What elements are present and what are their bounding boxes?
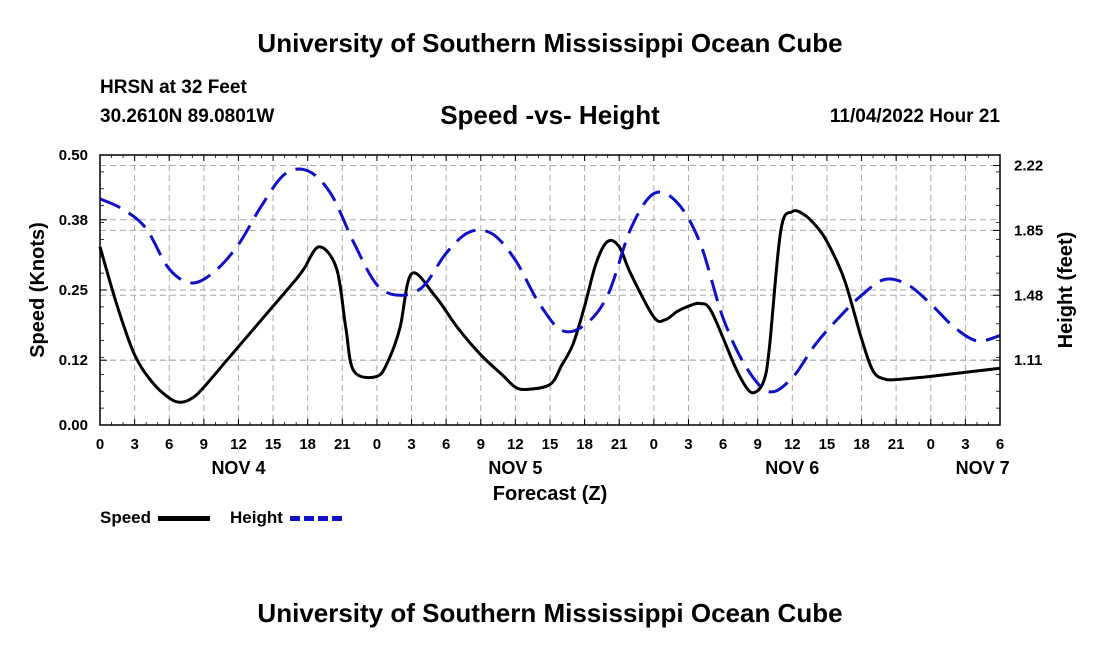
legend-height-label: Height (230, 508, 283, 527)
y-axis-title: Speed (Knots) (27, 222, 49, 358)
x-tick-label: 6 (442, 436, 450, 453)
x-tick-label: 9 (754, 436, 762, 453)
x-tick-label: 9 (200, 436, 208, 453)
legend-speed: Speed (100, 508, 210, 528)
series-line-speed (98, 209, 1001, 404)
legend-height: Height (230, 508, 342, 528)
y-tick-label: 0.50 (59, 147, 88, 164)
chart-title: Speed -vs- Height (440, 100, 660, 130)
x-tick-label: 6 (719, 436, 727, 453)
station-label: HRSN at 32 Feet (100, 77, 247, 98)
x-axis-title: Forecast (Z) (493, 483, 607, 505)
series-line-height (99, 167, 1001, 394)
y2-tick-label: 2.22 (1014, 158, 1043, 175)
x-tick-label: 0 (96, 436, 104, 453)
x-tick-label: 21 (334, 436, 351, 453)
coordinates-label: 30.2610N 89.0801W (100, 106, 275, 127)
y2-tick-label: 1.11 (1014, 352, 1042, 369)
x-tick-label: 12 (784, 436, 801, 453)
y2-tick-label: 1.85 (1014, 222, 1043, 239)
y-tick-label: 0.38 (59, 212, 88, 229)
axes (99, 154, 1001, 426)
x-tick-label: 18 (576, 436, 593, 453)
y-tick-label: 0.12 (59, 352, 88, 369)
x-tick-label: 3 (961, 436, 969, 453)
day-label: NOV 5 (488, 458, 542, 478)
day-label: NOV 6 (765, 458, 819, 478)
series-lines (98, 167, 1001, 404)
x-tick-label: 15 (542, 436, 559, 453)
y-tick-label: 0.00 (59, 417, 88, 434)
x-tick-label: 3 (407, 436, 415, 453)
x-tick-label: 18 (299, 436, 316, 453)
x-tick-label: 0 (373, 436, 381, 453)
legend-speed-swatch (157, 516, 210, 522)
axis-labels: Forecast (Z) Speed (Knots) Height (feet)… (27, 147, 1077, 505)
footer-title: University of Southern Mississippi Ocean… (257, 598, 843, 628)
x-tick-label: 6 (996, 436, 1004, 453)
x-tick-label: 15 (819, 436, 836, 453)
x-tick-label: 21 (888, 436, 905, 453)
y2-axis-title: Height (feet) (1055, 232, 1077, 349)
x-tick-label: 15 (265, 436, 282, 453)
y2-tick-label: 1.48 (1014, 287, 1043, 304)
day-label: NOV 7 (956, 458, 1010, 478)
x-tick-label: 12 (507, 436, 524, 453)
x-tick-label: 21 (611, 436, 628, 453)
x-tick-label: 0 (927, 436, 935, 453)
day-label: NOV 4 (211, 458, 265, 478)
x-tick-label: 12 (230, 436, 247, 453)
x-tick-label: 0 (650, 436, 658, 453)
page-title: University of Southern Mississippi Ocean… (257, 28, 843, 58)
x-tick-label: 3 (684, 436, 692, 453)
x-tick-label: 9 (477, 436, 485, 453)
x-tick-label: 18 (853, 436, 870, 453)
y-tick-label: 0.25 (59, 282, 88, 299)
legend-speed-label: Speed (100, 508, 152, 527)
legend-height-swatch (289, 516, 342, 522)
x-tick-label: 6 (165, 436, 173, 453)
datetime-label: 11/04/2022 Hour 21 (829, 106, 1000, 127)
x-tick-label: 3 (130, 436, 138, 453)
